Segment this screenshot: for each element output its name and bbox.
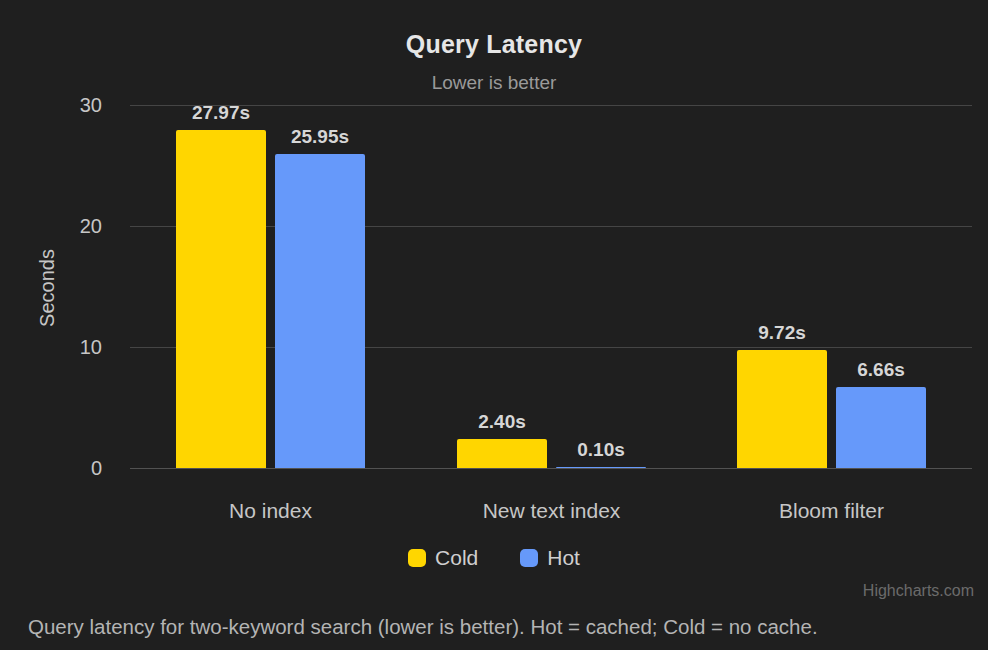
- chart-subtitle: Lower is better: [0, 72, 988, 94]
- x-axis-line: [130, 468, 972, 469]
- x-category-label: New text index: [411, 498, 692, 524]
- highcharts-credits-link[interactable]: Highcharts.com: [863, 582, 974, 600]
- y-tick-label: 0: [32, 456, 102, 480]
- data-label: 2.40s: [432, 410, 572, 434]
- legend-label: Cold: [435, 546, 478, 570]
- chart-container: Query Latency Lower is better Seconds 0 1…: [0, 0, 988, 650]
- legend-item-cold[interactable]: Cold: [408, 546, 478, 570]
- data-label: 27.97s: [151, 101, 291, 125]
- legend-label: Hot: [547, 546, 580, 570]
- x-category-label: No index: [130, 498, 411, 524]
- y-tick-label: 10: [32, 335, 102, 359]
- chart-title: Query Latency: [0, 30, 988, 59]
- data-label: 25.95s: [250, 125, 390, 149]
- legend-item-hot[interactable]: Hot: [520, 546, 580, 570]
- bar-hot-1[interactable]: [556, 467, 646, 468]
- bar-hot-2[interactable]: [836, 387, 926, 468]
- data-label: 6.66s: [811, 358, 951, 382]
- y-axis-title: Seconds: [36, 249, 59, 327]
- bar-cold-0[interactable]: [176, 130, 266, 468]
- x-category-label: Bloom filter: [691, 498, 972, 524]
- legend: Cold Hot: [0, 546, 988, 570]
- bar-hot-0[interactable]: [275, 154, 365, 468]
- legend-marker-cold-icon: [408, 549, 426, 567]
- data-label: 0.10s: [531, 438, 671, 462]
- legend-marker-hot-icon: [520, 549, 538, 567]
- data-label: 9.72s: [712, 321, 852, 345]
- y-tick-label: 20: [32, 214, 102, 238]
- y-tick-label: 30: [32, 93, 102, 117]
- chart-caption: Query latency for two-keyword search (lo…: [28, 615, 978, 639]
